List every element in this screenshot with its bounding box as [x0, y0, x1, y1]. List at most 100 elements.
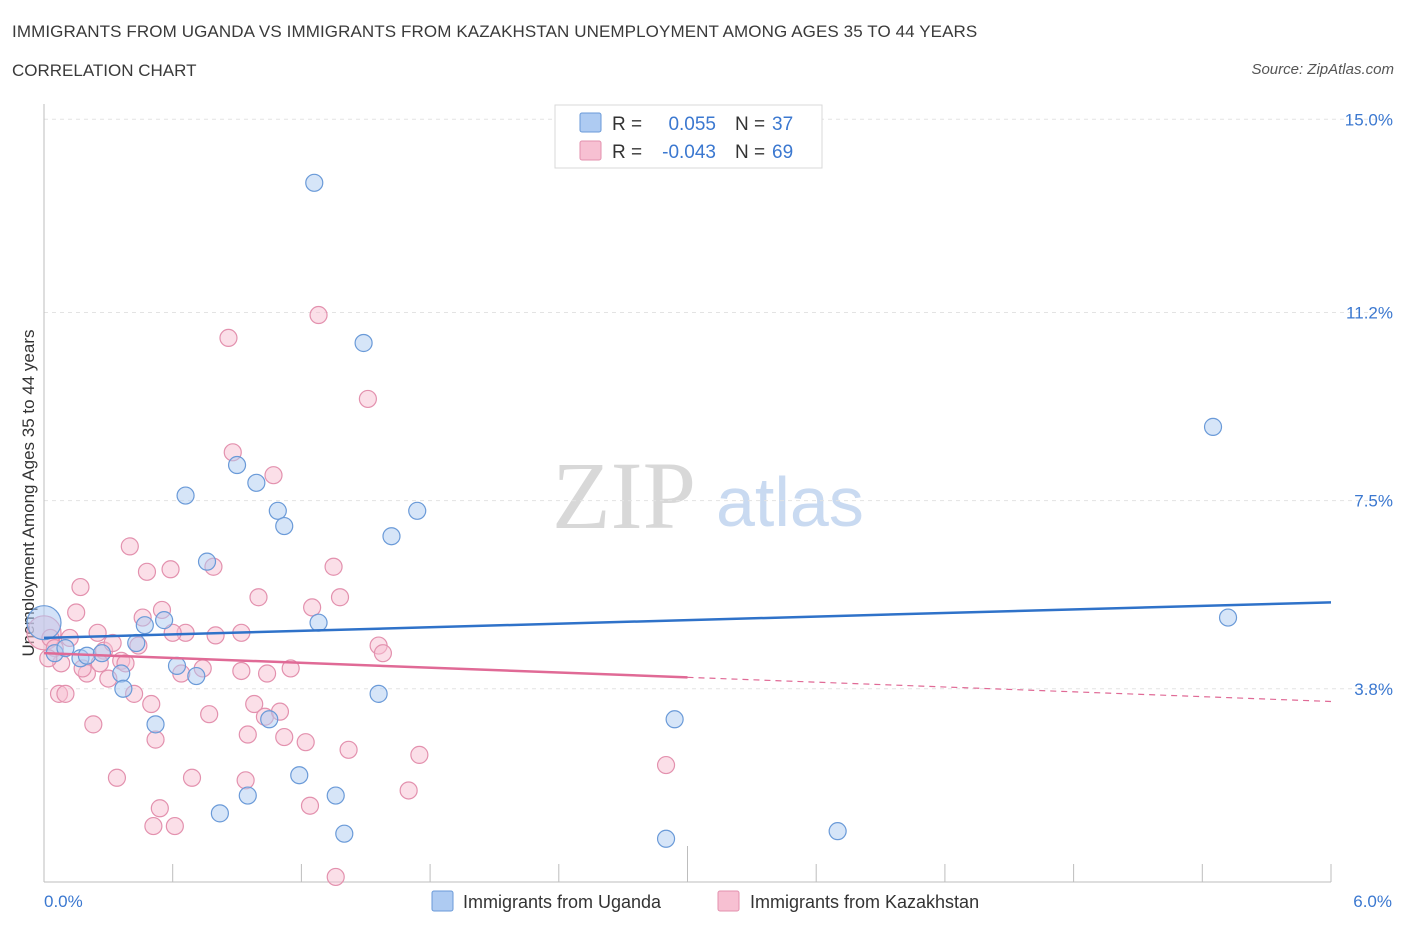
kazakhstan-point	[373, 644, 393, 663]
kazakhstan-point	[275, 727, 294, 747]
kazakhstan-trend-line-extrapolated	[687, 676, 1332, 703]
uganda-point	[369, 684, 388, 703]
kazakhstan-point	[309, 305, 328, 325]
legend-n-value-kazakhstan: 69	[772, 142, 793, 163]
source-credit: Source: ZipAtlas.com	[1251, 61, 1394, 78]
kazakhstan-point	[245, 694, 264, 714]
uganda-point	[227, 455, 247, 475]
y-axis-label: Unemployment Among Ages 35 to 44 years	[19, 330, 38, 657]
uganda-point	[408, 501, 427, 520]
legend-n-label-kazakhstan: N =	[735, 142, 765, 163]
kazakhstan-point	[120, 537, 139, 556]
kazakhstan-point	[330, 588, 350, 607]
uganda-point	[114, 679, 133, 698]
uganda-point	[1203, 417, 1223, 436]
bottom-legend-label-uganda: Immigrants from Uganda	[463, 892, 662, 912]
kazakhstan-point	[150, 799, 169, 818]
kazakhstan-point	[144, 816, 163, 836]
kazakhstan-point	[257, 664, 277, 683]
uganda-point	[167, 656, 187, 675]
kazakhstan-point	[71, 577, 90, 597]
x-tick-label-min: 0.0%	[44, 892, 83, 911]
legend-swatch-uganda	[579, 112, 602, 133]
y-tick-label: 15.0%	[1345, 110, 1393, 129]
uganda-point	[382, 527, 401, 546]
kazakhstan-point	[339, 740, 358, 759]
kazakhstan-point	[200, 705, 219, 724]
uganda-point	[155, 611, 174, 630]
uganda-point	[197, 552, 217, 571]
kazakhstan-point	[300, 796, 320, 815]
uganda-point	[112, 664, 131, 683]
uganda-trend-line	[43, 601, 1332, 640]
kazakhstan-point	[236, 771, 255, 790]
uganda-point	[1218, 608, 1238, 627]
uganda-point	[354, 333, 373, 353]
uganda-point	[268, 501, 287, 520]
legend-r-label-kazakhstan: R =	[612, 142, 642, 163]
y-tick-label: 7.5%	[1354, 492, 1393, 511]
trend-lines	[43, 601, 1332, 703]
legend-n-label-uganda: N =	[735, 114, 765, 135]
kazakhstan-point	[165, 816, 184, 836]
legend-n-value-uganda: 37	[772, 114, 793, 135]
bottom-legend-swatch-uganda	[431, 890, 454, 912]
kazakhstan-point	[219, 328, 238, 348]
uganda-point	[275, 516, 294, 536]
kazakhstan-point	[161, 560, 180, 579]
y-tick-label: 11.2%	[1346, 303, 1393, 322]
uganda-point	[26, 605, 62, 641]
x-ticks	[172, 846, 1332, 882]
kazakhstan-point	[358, 389, 377, 409]
legend-r-value-kazakhstan: -0.043	[662, 142, 716, 163]
kazakhstan-point	[88, 623, 107, 642]
kazakhstan-point	[296, 733, 315, 752]
kazakhstan-point	[303, 598, 322, 617]
uganda-point	[290, 766, 309, 785]
uganda-point	[665, 710, 684, 729]
uganda-point	[238, 786, 257, 805]
kazakhstan-point	[182, 768, 202, 787]
chart-subtitle: CORRELATION CHART	[12, 61, 197, 80]
uganda-point	[146, 715, 165, 734]
kazakhstan-point	[326, 867, 345, 887]
uganda-point	[335, 824, 354, 843]
uganda-point	[828, 822, 847, 841]
uganda-point	[247, 473, 266, 492]
kazakhstan-point	[410, 745, 429, 764]
kazakhstan-point	[163, 623, 182, 642]
kazakhstan-point	[56, 684, 75, 703]
uganda-point	[187, 666, 206, 686]
uganda-point	[56, 638, 75, 658]
kazakhstan-point	[238, 725, 257, 744]
legend-r-label-uganda: R =	[612, 114, 642, 135]
gridlines	[44, 118, 1391, 690]
kazakhstan-point	[264, 466, 283, 485]
legend-r-value-uganda: 0.055	[668, 114, 716, 135]
bottom-legend-swatch-kazakhstan	[717, 890, 740, 912]
watermark-zip: ZIP	[552, 442, 696, 549]
uganda-point	[210, 804, 229, 823]
uganda-point	[127, 633, 146, 653]
uganda-point	[656, 829, 676, 848]
x-tick-label-max: 6.0%	[1353, 892, 1392, 911]
kazakhstan-point	[281, 659, 300, 678]
kazakhstan-point	[107, 768, 127, 787]
kazakhstan-point	[142, 694, 161, 714]
watermark-atlas: atlas	[716, 463, 864, 541]
kazakhstan-point	[84, 715, 103, 734]
kazakhstan-point	[206, 626, 225, 645]
uganda-point	[176, 486, 195, 505]
kazakhstan-trend-line	[43, 651, 688, 679]
uganda-point	[326, 786, 345, 805]
uganda-point	[92, 644, 112, 663]
bottom-legend-label-kazakhstan: Immigrants from Kazakhstan	[750, 892, 979, 912]
kazakhstan-point	[67, 603, 86, 622]
kazakhstan-point	[137, 562, 157, 581]
stats-legend: R = 0.055 N = 37 R = -0.043 N = 69	[554, 104, 823, 169]
kazakhstan-point	[249, 588, 268, 607]
uganda-point	[309, 613, 328, 632]
chart-title: IMMIGRANTS FROM UGANDA VS IMMIGRANTS FRO…	[12, 22, 978, 41]
kazakhstan-point	[232, 661, 251, 681]
